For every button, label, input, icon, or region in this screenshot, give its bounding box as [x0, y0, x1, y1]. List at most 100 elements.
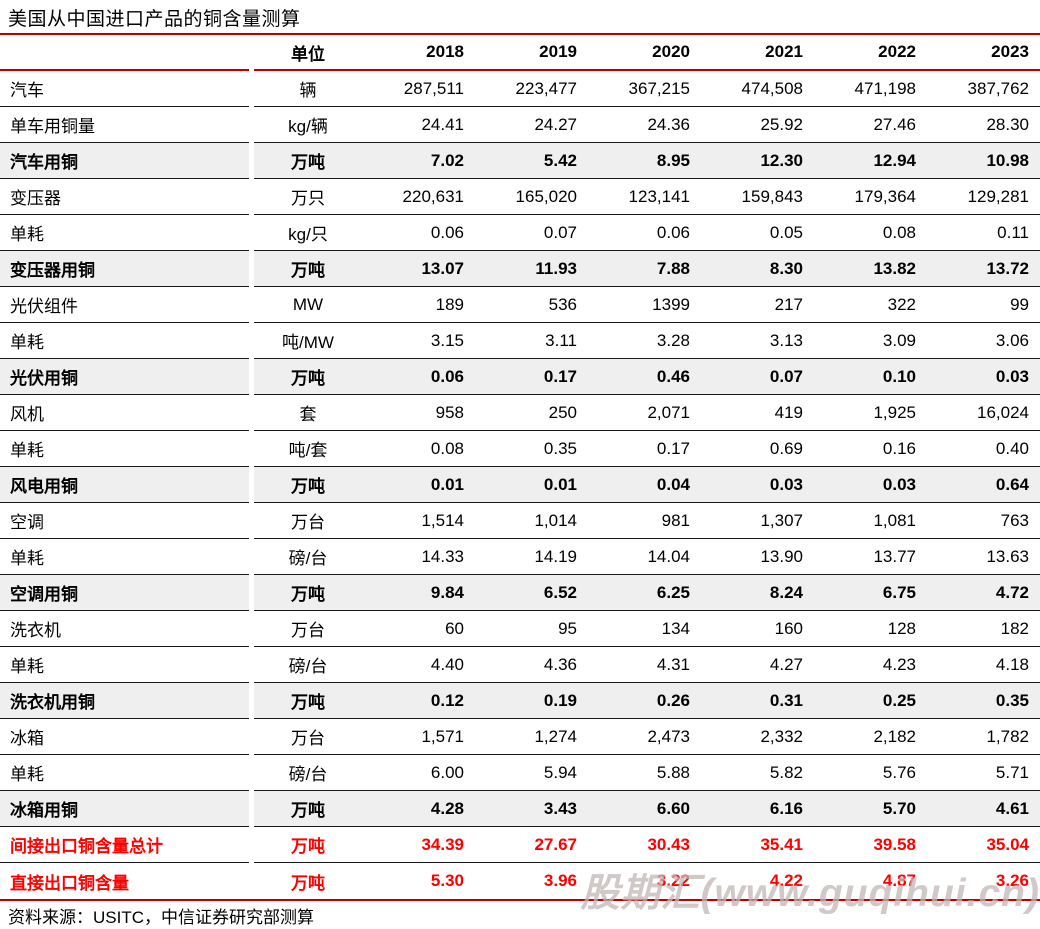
- value-cell-2019: 223,477: [515, 78, 577, 98]
- row-label: 单耗: [0, 755, 249, 791]
- value-cell-2018: 0.12: [430, 690, 464, 710]
- table-row: 汽车 辆 287,511 223,477 367,215 474,508 471,198 38…: [0, 71, 1040, 107]
- value-cell-2019: 11.93: [535, 258, 577, 278]
- source-note: 资料来源：USITC，中信证券研究部测算: [8, 908, 314, 927]
- value-cell-2023: 3.26: [995, 871, 1029, 890]
- row-label: 洗衣机用铜: [0, 683, 249, 719]
- value-cell-2023: 16,024: [977, 402, 1029, 422]
- unit-cell: 万吨: [291, 585, 325, 604]
- value-cell-2021: 2,332: [760, 726, 803, 746]
- value-cell-2023: 0.35: [995, 690, 1029, 710]
- table-row: 空调用铜 万吨 9.84 6.52 6.25 8.24 6.75 4.72: [0, 575, 1040, 611]
- value-cell-2022: 3.09: [882, 330, 916, 350]
- header-year-2018: 2018: [426, 42, 464, 61]
- table-row: 间接出口铜含量总计 万吨 34.39 27.67 30.43 35.41 39.58 35.0…: [0, 827, 1040, 863]
- unit-cell: 万吨: [291, 873, 325, 893]
- value-cell-2021: 25.92: [760, 114, 803, 134]
- value-cell-2018: 4.28: [430, 798, 464, 818]
- unit-cell: 万吨: [291, 837, 325, 856]
- value-cell-2019: 1,274: [534, 726, 577, 746]
- value-cell-2019: 24.27: [534, 114, 577, 134]
- table-row: 光伏组件 MW 189 536 1399 217 322 99: [0, 287, 1040, 323]
- value-cell-2019: 0.07: [543, 222, 577, 242]
- value-cell-2022: 322: [887, 294, 916, 314]
- row-label: 单耗: [0, 431, 249, 467]
- value-cell-2020: 5.88: [656, 762, 690, 782]
- unit-cell: 万吨: [291, 369, 325, 388]
- value-cell-2019: 14.19: [534, 546, 577, 566]
- unit-cell: kg/辆: [288, 117, 328, 136]
- value-cell-2020: 2,473: [647, 726, 690, 746]
- value-cell-2018: 34.39: [421, 834, 464, 854]
- value-cell-2022: 6.75: [882, 582, 916, 602]
- value-cell-2020: 8.95: [656, 150, 690, 170]
- header-year-2021: 2021: [765, 42, 803, 61]
- unit-cell: 万吨: [291, 801, 325, 820]
- value-cell-2019: 0.17: [543, 366, 577, 386]
- value-cell-2021: 4.22: [769, 871, 803, 890]
- value-cell-2021: 5.82: [769, 762, 803, 782]
- value-cell-2021: 0.03: [769, 474, 803, 494]
- value-cell-2022: 1,925: [873, 402, 916, 422]
- value-cell-2019: 0.01: [543, 474, 577, 494]
- value-cell-2020: 0.04: [656, 474, 690, 494]
- table-row: 单耗 磅/台 14.33 14.19 14.04 13.90 13.77 13.63: [0, 539, 1040, 575]
- value-cell-2018: 220,631: [402, 186, 464, 206]
- title-divider-line: [0, 33, 1040, 35]
- header-year-2019: 2019: [539, 42, 577, 61]
- value-cell-2023: 182: [1000, 618, 1029, 638]
- value-cell-2022: 27.46: [873, 114, 916, 134]
- table-row: 冰箱 万台 1,571 1,274 2,473 2,332 2,182 1,782: [0, 719, 1040, 755]
- table-row: 空调 万台 1,514 1,014 981 1,307 1,081 763: [0, 503, 1040, 539]
- table-header-row: 单位 2018 2019 2020 2021 2022 2023: [0, 35, 1040, 71]
- header-label-cell: [0, 35, 249, 71]
- unit-cell: MW: [292, 294, 324, 314]
- value-cell-2018: 4.40: [430, 654, 464, 674]
- value-cell-2021: 8.24: [769, 582, 803, 602]
- value-cell-2022: 179,364: [854, 186, 916, 206]
- value-cell-2021: 1,307: [760, 510, 803, 530]
- value-cell-2020: 6.60: [656, 798, 690, 818]
- value-cell-2018: 0.06: [430, 366, 464, 386]
- value-cell-2021: 419: [774, 402, 803, 422]
- value-cell-2019: 5.42: [543, 150, 577, 170]
- value-cell-2023: 1,782: [986, 726, 1029, 746]
- value-cell-2020: 4.31: [656, 654, 690, 674]
- value-cell-2023: 0.40: [995, 438, 1029, 458]
- unit-cell: 万吨: [291, 477, 325, 496]
- value-cell-2021: 6.16: [769, 798, 803, 818]
- value-cell-2020: 30.43: [647, 834, 690, 854]
- value-cell-2022: 13.77: [873, 546, 916, 566]
- value-cell-2018: 0.01: [430, 474, 464, 494]
- unit-cell: kg/只: [288, 225, 328, 244]
- value-cell-2020: 2,071: [647, 402, 690, 422]
- value-cell-2018: 287,511: [403, 78, 464, 98]
- value-cell-2019: 3.43: [543, 798, 577, 818]
- value-cell-2020: 24.36: [647, 114, 690, 134]
- row-label: 单耗: [0, 647, 249, 683]
- row-label: 单车用铜量: [0, 107, 249, 143]
- value-cell-2019: 3.96: [543, 871, 577, 890]
- value-cell-2023: 129,281: [967, 186, 1029, 206]
- value-cell-2023: 99: [1010, 294, 1029, 314]
- value-cell-2021: 8.30: [769, 258, 803, 278]
- value-cell-2021: 0.05: [769, 222, 803, 242]
- value-cell-2018: 24.41: [421, 114, 464, 134]
- unit-cell: 磅/台: [288, 765, 328, 784]
- value-cell-2023: 4.18: [995, 654, 1029, 674]
- value-cell-2023: 0.64: [995, 474, 1029, 494]
- value-cell-2023: 28.30: [986, 114, 1029, 134]
- unit-cell: 万台: [291, 729, 325, 748]
- row-label: 间接出口铜含量总计: [0, 827, 249, 863]
- unit-cell: 磅/台: [288, 657, 328, 676]
- value-cell-2018: 3.15: [430, 330, 464, 350]
- value-cell-2020: 0.46: [656, 366, 690, 386]
- header-year-2023: 2023: [991, 42, 1029, 61]
- row-label: 光伏组件: [0, 287, 249, 323]
- row-label: 光伏用铜: [0, 359, 249, 395]
- table-row: 风机 套 958 250 2,071 419 1,925 16,024: [0, 395, 1040, 431]
- unit-cell: 吨/套: [288, 441, 328, 460]
- table-row: 单车用铜量 kg/辆 24.41 24.27 24.36 25.92 27.46 28.30: [0, 107, 1040, 143]
- value-cell-2021: 4.27: [769, 654, 803, 674]
- value-cell-2019: 1,014: [534, 510, 577, 530]
